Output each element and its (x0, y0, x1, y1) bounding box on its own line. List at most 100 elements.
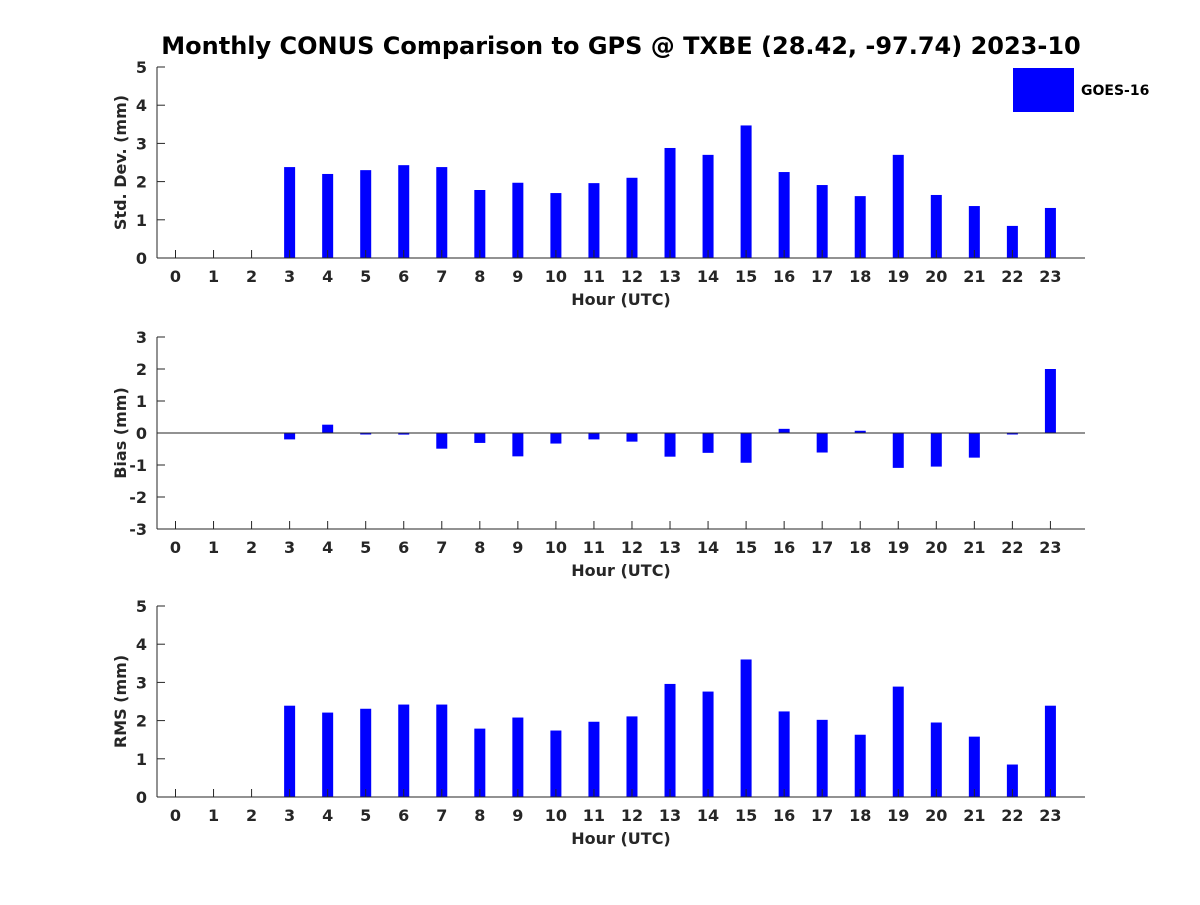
y-tick-label: 0 (136, 788, 147, 807)
x-tick-label: 11 (583, 806, 605, 825)
y-tick-label: 0 (136, 249, 147, 268)
x-tick-label: 9 (512, 538, 523, 557)
x-tick-label: 15 (735, 538, 757, 557)
x-tick-label: 12 (621, 806, 643, 825)
x-tick-label: 13 (659, 538, 681, 557)
bar-hour-3 (284, 705, 296, 797)
y-tick-label: 3 (136, 328, 147, 347)
x-tick-label: 6 (398, 806, 409, 825)
bar-hour-9 (512, 717, 524, 797)
y-tick-label: -2 (129, 488, 147, 507)
x-axis-label: Hour (UTC) (571, 561, 671, 580)
bar-hour-18 (854, 196, 866, 258)
x-tick-label: 5 (360, 538, 371, 557)
x-tick-label: 6 (398, 267, 409, 286)
x-tick-label: 2 (246, 806, 257, 825)
x-tick-label: 12 (621, 538, 643, 557)
x-tick-label: 19 (887, 267, 909, 286)
y-axis-label: Std. Dev. (mm) (111, 95, 130, 230)
x-tick-label: 22 (1001, 806, 1023, 825)
y-tick-label: 0 (136, 424, 147, 443)
bar-hour-9 (512, 182, 524, 258)
bar-hour-17 (816, 433, 828, 453)
bar-hour-13 (664, 147, 676, 258)
x-tick-label: 17 (811, 267, 833, 286)
x-tick-label: 0 (170, 806, 181, 825)
bar-hour-9 (512, 433, 524, 457)
x-tick-label: 23 (1039, 806, 1061, 825)
y-tick-label: 4 (136, 635, 147, 654)
legend-label: GOES-16 (1081, 83, 1149, 99)
y-tick-label: -1 (129, 456, 147, 475)
bar-hour-8 (474, 728, 486, 797)
bar-hour-13 (664, 683, 676, 797)
x-tick-label: 19 (887, 538, 909, 557)
x-tick-label: 18 (849, 806, 871, 825)
bar-hour-12 (626, 177, 638, 258)
x-tick-label: 15 (735, 267, 757, 286)
legend: GOES-16 (1013, 68, 1149, 112)
x-tick-label: 1 (208, 538, 219, 557)
x-tick-label: 7 (436, 267, 447, 286)
x-tick-label: 20 (925, 538, 947, 557)
bar-hour-11 (588, 721, 600, 797)
y-tick-label: 3 (136, 134, 147, 153)
bar-hour-8 (474, 433, 486, 443)
bar-hour-10 (550, 193, 562, 258)
x-tick-label: 18 (849, 267, 871, 286)
x-tick-label: 21 (963, 538, 985, 557)
bar-hour-3 (284, 433, 296, 440)
chart-title: Monthly CONUS Comparison to GPS @ TXBE (… (161, 32, 1080, 60)
x-tick-label: 9 (512, 267, 523, 286)
bar-hour-20 (930, 194, 942, 258)
bar-hour-7 (436, 704, 448, 797)
x-tick-label: 9 (512, 806, 523, 825)
x-tick-label: 20 (925, 267, 947, 286)
bar-hour-4 (322, 424, 334, 433)
x-tick-label: 5 (360, 806, 371, 825)
y-tick-label: 3 (136, 673, 147, 692)
x-tick-label: 4 (322, 538, 333, 557)
x-tick-label: 8 (474, 267, 485, 286)
bar-hour-21 (968, 206, 980, 258)
bar-hour-8 (474, 190, 486, 258)
x-tick-label: 23 (1039, 267, 1061, 286)
x-tick-label: 16 (773, 538, 795, 557)
x-tick-label: 10 (545, 806, 567, 825)
y-tick-label: 2 (136, 173, 147, 192)
bar-hour-22 (1006, 433, 1018, 435)
x-tick-label: 13 (659, 806, 681, 825)
x-tick-label: 5 (360, 267, 371, 286)
bar-hour-4 (322, 712, 334, 797)
x-tick-label: 15 (735, 806, 757, 825)
bar-hour-5 (360, 708, 372, 797)
x-tick-label: 12 (621, 267, 643, 286)
y-tick-label: 1 (136, 750, 147, 769)
y-tick-label: -3 (129, 520, 147, 539)
bar-hour-10 (550, 433, 562, 444)
x-tick-label: 6 (398, 538, 409, 557)
x-tick-label: 21 (963, 806, 985, 825)
x-tick-label: 1 (208, 267, 219, 286)
x-tick-label: 3 (284, 806, 295, 825)
x-tick-label: 3 (284, 267, 295, 286)
bar-hour-7 (436, 433, 448, 449)
y-tick-label: 1 (136, 211, 147, 230)
bar-hour-15 (740, 433, 752, 463)
bar-hour-16 (778, 428, 790, 433)
bar-hour-6 (398, 433, 410, 435)
x-tick-label: 10 (545, 267, 567, 286)
bar-hour-11 (588, 183, 600, 258)
x-tick-label: 16 (773, 267, 795, 286)
bar-hour-10 (550, 730, 562, 797)
x-tick-label: 11 (583, 267, 605, 286)
x-tick-label: 2 (246, 538, 257, 557)
x-tick-label: 3 (284, 538, 295, 557)
bar-hour-13 (664, 433, 676, 457)
y-tick-label: 5 (136, 58, 147, 77)
